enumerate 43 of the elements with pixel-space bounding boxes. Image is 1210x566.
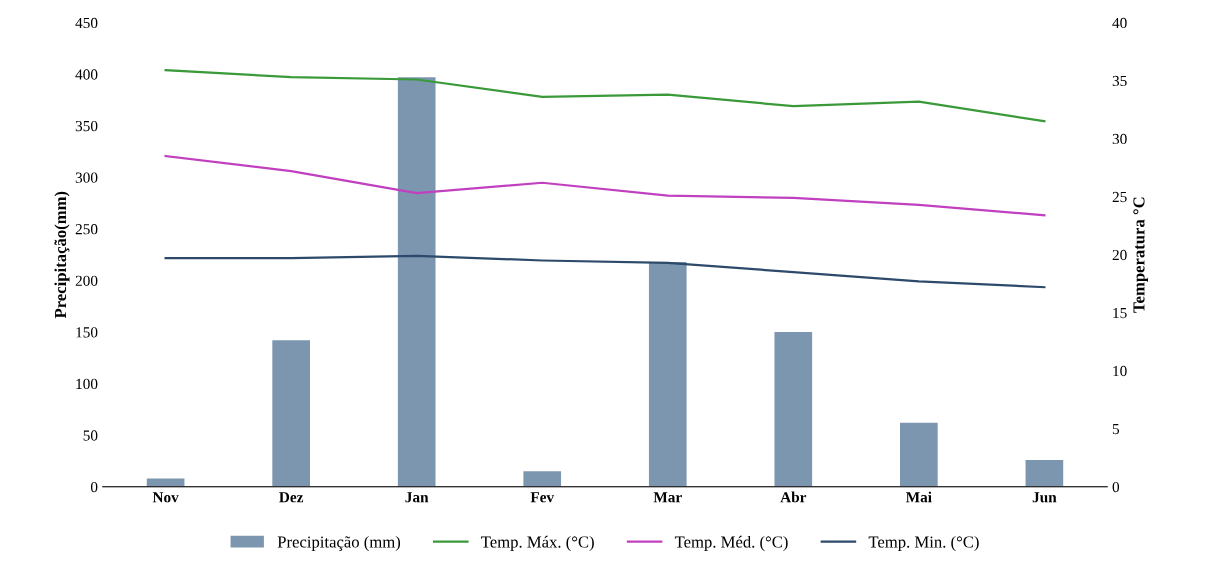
y2-axis-title: Temperatura °C bbox=[1133, 197, 1148, 313]
bar bbox=[1025, 459, 1064, 487]
y2-tick-label: 10 bbox=[1113, 365, 1127, 377]
y2-tick-label: 30 bbox=[1112, 133, 1127, 145]
bar bbox=[397, 77, 436, 487]
y-tick-label: 150 bbox=[76, 327, 98, 338]
x-tick-label: Jun bbox=[1032, 492, 1057, 503]
line-series bbox=[164, 254, 1046, 289]
bar bbox=[900, 422, 938, 487]
legend-label: Temp. Min. (°C) bbox=[868, 535, 979, 551]
y2-tick-label: 40 bbox=[1112, 17, 1127, 29]
y2-tick-label: 15 bbox=[1113, 307, 1127, 319]
y2-tick-label: 35 bbox=[1112, 75, 1127, 87]
y2-tick-label: 5 bbox=[1112, 424, 1120, 435]
legend-label: Temp. Méd. (°C) bbox=[674, 535, 788, 551]
y2-tick-label: 20 bbox=[1112, 249, 1127, 261]
x-tick-label: Mar bbox=[653, 492, 682, 503]
y-tick-label: 50 bbox=[83, 430, 98, 441]
y-tick-label: 250 bbox=[75, 224, 98, 235]
x-tick-label: Fev bbox=[530, 492, 555, 503]
legend-label: Precipitação (mm) bbox=[277, 535, 401, 551]
y-tick-label: 400 bbox=[75, 69, 98, 80]
y-tick-label: 450 bbox=[75, 17, 98, 29]
y-tick-label: 350 bbox=[75, 120, 98, 132]
bar bbox=[648, 261, 687, 487]
bar bbox=[272, 340, 310, 487]
bar bbox=[774, 332, 813, 487]
x-tick-label: Abr bbox=[780, 491, 807, 503]
x-tick-label: Mai bbox=[905, 491, 932, 503]
x-tick-label: Nov bbox=[152, 492, 179, 503]
y-tick-label: 300 bbox=[75, 172, 98, 183]
y-tick-label: 100 bbox=[76, 378, 98, 390]
x-tick-label: Jan bbox=[405, 492, 429, 503]
y-tick-label: 0 bbox=[90, 481, 98, 493]
x-tick-label: Dez bbox=[279, 492, 304, 503]
legend-label: Temp. Máx. (°C) bbox=[481, 535, 594, 551]
y2-tick-label: 0 bbox=[1112, 481, 1120, 493]
bar bbox=[523, 471, 562, 487]
line-series bbox=[164, 69, 1046, 123]
line-series bbox=[164, 154, 1046, 217]
y-tick-label: 200 bbox=[75, 275, 98, 286]
y2-tick-label: 25 bbox=[1112, 191, 1127, 203]
y-axis-title: Precipitação(mm) bbox=[54, 191, 70, 319]
